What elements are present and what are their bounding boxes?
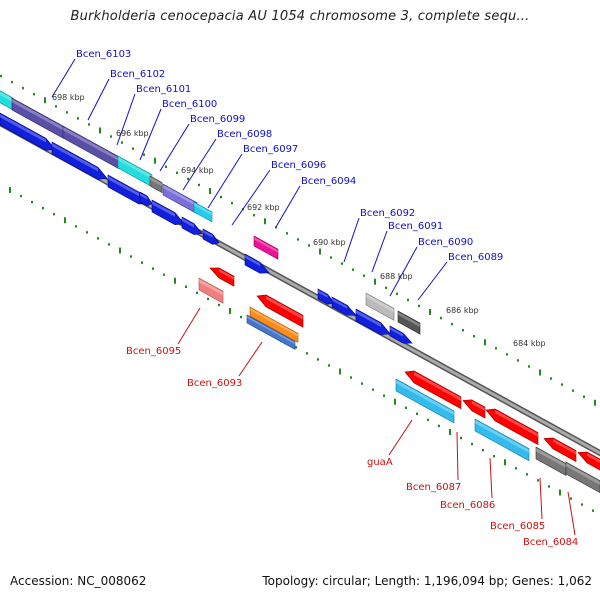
leader-line <box>177 307 201 345</box>
kbp-label: 688 kbp <box>380 272 413 281</box>
gene-label-reverse[interactable]: Bcen_6084 <box>523 537 578 548</box>
kbp-label: 686 kbp <box>446 306 479 315</box>
leader-line <box>343 217 360 263</box>
leader-line <box>159 123 190 172</box>
gene-label-reverse[interactable]: guaA <box>367 457 393 468</box>
gene-feature-red <box>462 399 486 419</box>
leader-line <box>388 419 413 456</box>
gene-label-forward[interactable]: Bcen_6100 <box>162 99 217 110</box>
gene-features <box>0 90 600 494</box>
leader-line <box>116 93 136 146</box>
gene-feature-pink <box>198 277 224 304</box>
gene-feature-lightgrey <box>365 292 395 321</box>
gene-labels: Bcen_6103 Bcen_6102 Bcen_6101 Bcen_6100 Bcen… <box>76 49 578 548</box>
gene-label-reverse[interactable]: Bcen_6087 <box>406 482 461 493</box>
gene-feature-red <box>577 451 600 471</box>
leader-line <box>231 169 271 226</box>
gene-feature-blue <box>331 296 357 316</box>
gene-label-forward[interactable]: Bcen_6099 <box>190 114 245 125</box>
kbp-label: 684 kbp <box>513 339 546 348</box>
gene-feature-red <box>256 294 304 328</box>
gene-label-reverse[interactable]: Bcen_6095 <box>126 346 181 357</box>
leader-line <box>489 457 493 499</box>
gene-feature-cyan <box>0 90 14 111</box>
gene-feature-steelblue <box>246 314 296 350</box>
leader-line <box>389 246 418 297</box>
gene-feature-blue <box>0 112 56 151</box>
gene-label-forward[interactable]: Bcen_6089 <box>448 252 503 263</box>
leader-line <box>51 58 76 98</box>
gene-feature-red <box>404 370 462 410</box>
gene-label-forward[interactable]: Bcen_6102 <box>110 69 165 80</box>
leader-line <box>139 108 162 161</box>
genome-summary-text: Topology: circular; Length: 1,196,094 bp… <box>262 574 592 588</box>
kbp-label: 690 kbp <box>313 238 346 247</box>
kbp-label: 698 kbp <box>52 93 85 102</box>
leader-line <box>539 477 543 520</box>
gene-feature-red <box>209 267 235 287</box>
kbp-label: 694 kbp <box>181 166 214 175</box>
gene-label-forward[interactable]: Bcen_6098 <box>217 129 272 140</box>
leader-line <box>207 153 243 209</box>
gene-label-forward[interactable]: Bcen_6091 <box>388 221 443 232</box>
gene-feature-blue <box>51 141 108 180</box>
gene-label-forward[interactable]: Bcen_6096 <box>271 160 326 171</box>
leader-line <box>417 261 448 301</box>
label-leader-lines <box>51 58 576 536</box>
leader-line <box>371 230 388 273</box>
leader-line <box>567 491 576 536</box>
gene-label-reverse[interactable]: Bcen_6086 <box>440 500 495 511</box>
gene-feature-cyan <box>193 201 213 223</box>
leader-line <box>182 138 217 191</box>
gene-feature-blue <box>244 253 270 274</box>
gene-feature-blue <box>389 325 413 344</box>
leader-line <box>238 341 263 377</box>
gene-feature-darkgrey <box>397 310 421 335</box>
gene-feature-blue <box>202 228 220 245</box>
kbp-label: 692 kbp <box>247 203 280 212</box>
gene-label-forward[interactable]: Bcen_6103 <box>76 49 131 60</box>
gene-feature-magenta <box>253 235 279 260</box>
gene-label-forward[interactable]: Bcen_6101 <box>136 84 191 95</box>
gene-label-forward[interactable]: Bcen_6094 <box>301 176 356 187</box>
gene-feature-grey <box>535 446 567 477</box>
gene-feature-cyan <box>117 155 153 188</box>
gene-feature-grey <box>149 175 163 194</box>
leader-line <box>456 431 459 481</box>
gene-feature-sky <box>474 418 530 462</box>
map-title: Burkholderia cenocepacia AU 1054 chromos… <box>70 9 530 24</box>
gene-label-forward[interactable]: Bcen_6097 <box>243 144 298 155</box>
gene-feature-orange <box>249 306 299 343</box>
dotted-track-lines <box>0 74 596 512</box>
gene-label-forward[interactable]: Bcen_6090 <box>418 237 473 248</box>
gene-feature-sky <box>395 378 455 424</box>
kbp-tick-labels: 698 kbp 696 kbp 694 kbp 692 kbp 690 kbp 688 k… <box>52 93 546 348</box>
gene-label-forward[interactable]: Bcen_6092 <box>360 208 415 219</box>
gene-feature-blue <box>151 199 185 225</box>
gene-feature-blue <box>139 191 153 207</box>
gene-feature-red <box>543 437 577 463</box>
accession-text: Accession: NC_008062 <box>10 574 147 588</box>
leader-line <box>87 78 110 121</box>
gene-feature-grey <box>565 461 600 494</box>
gene-label-reverse[interactable]: Bcen_6093 <box>187 378 242 389</box>
gene-feature-blue <box>181 216 203 235</box>
gene-feature-red <box>485 408 539 446</box>
gene-feature-blue <box>355 308 391 336</box>
leader-line <box>275 185 301 228</box>
gene-feature-blue <box>317 288 335 305</box>
kbp-label: 696 kbp <box>116 129 149 138</box>
gene-label-reverse[interactable]: Bcen_6085 <box>490 521 545 532</box>
